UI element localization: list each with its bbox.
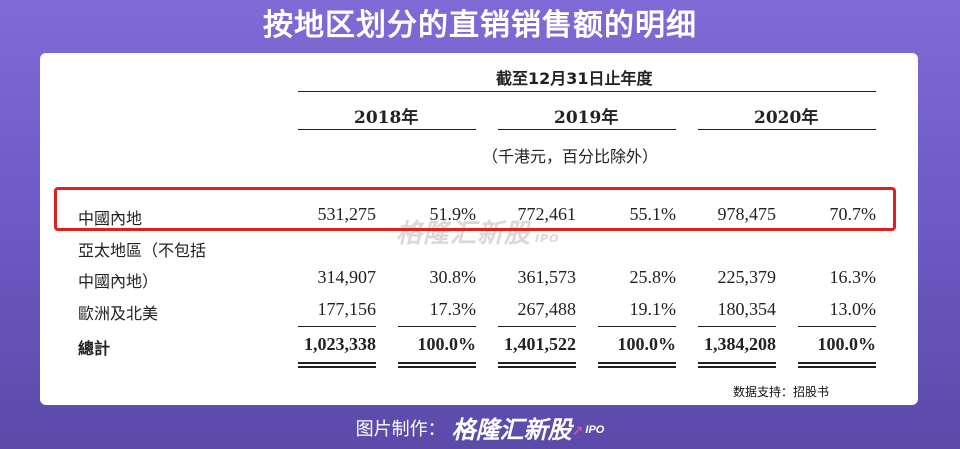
footer: 图片制作： 格隆汇新股↗ IPO: [0, 412, 960, 448]
total-cell: 1,401,522: [504, 334, 576, 354]
watermark-ipo: IPO: [535, 232, 560, 245]
watermark-brand: 格隆汇新股: [396, 219, 532, 249]
row-label: 亞太地區（不包括: [78, 241, 207, 260]
source-note: 数据支持：招股书: [733, 385, 830, 399]
total-cell: 100.0%: [617, 334, 677, 354]
total-double-rule: [398, 362, 476, 368]
period-header: 截至12月31日止年度: [496, 69, 653, 88]
year-header-2019: 2019年: [554, 108, 619, 128]
page-title: 按地区划分的直销销售额的明细: [263, 8, 697, 43]
total-double-rule: [598, 362, 676, 368]
sparkle-icon: ↗: [571, 422, 584, 438]
total-double-rule: [298, 362, 376, 368]
table-cell: 25.8%: [629, 267, 677, 287]
table-cell: 17.3%: [429, 299, 477, 319]
subtotal-rule: [398, 326, 476, 327]
table-cell: 314,907: [317, 267, 377, 287]
table-panel: 截至12月31日止年度 2018年 2019年 2020年 （千港元，百分比除外…: [40, 53, 918, 405]
watermark: 格隆汇新股 IPO: [396, 213, 560, 250]
year-header-2018: 2018年: [354, 108, 419, 128]
subtotal-rule: [798, 326, 876, 327]
total-label: 總計: [78, 339, 111, 358]
subtotal-rule: [498, 326, 576, 327]
table-cell: 16.3%: [829, 267, 877, 287]
highlight-box: [54, 187, 896, 231]
table-cell: 19.1%: [629, 299, 677, 319]
total-double-rule: [498, 362, 576, 368]
header-rule: [298, 91, 876, 92]
table-cell: 772,461: [517, 204, 577, 224]
total-cell: 1,023,338: [304, 334, 376, 354]
table-cell: 30.8%: [429, 267, 477, 287]
table-cell: 531,275: [317, 204, 377, 224]
unit-note: （千港元，百分比除外）: [482, 147, 659, 166]
row-label: 中國內地: [78, 209, 143, 228]
table-cell: 13.0%: [829, 299, 877, 319]
year-rule-2020: [698, 129, 876, 130]
footer-ipo: IPO: [585, 424, 605, 437]
footer-brand: 格隆汇新股: [451, 416, 572, 444]
subtotal-rule: [598, 326, 676, 327]
total-cell: 1,384,208: [704, 334, 776, 354]
table-cell: 70.7%: [829, 204, 877, 224]
table-cell: 978,475: [717, 204, 777, 224]
table-cell: 177,156: [317, 299, 377, 319]
table-cell: 180,354: [717, 299, 777, 319]
table-cell: 267,488: [517, 299, 577, 319]
subtotal-rule: [698, 326, 776, 327]
total-double-rule: [798, 362, 876, 368]
table-cell: 55.1%: [629, 204, 677, 224]
total-double-rule: [698, 362, 776, 368]
row-label: 歐洲及北美: [78, 304, 159, 323]
footer-label: 图片制作：: [355, 419, 446, 440]
total-cell: 100.0%: [417, 334, 477, 354]
table-cell: 361,573: [517, 267, 577, 287]
row-label: 中國內地）: [78, 272, 159, 291]
year-rule-2019: [498, 129, 676, 130]
total-cell: 100.0%: [817, 334, 877, 354]
year-rule-2018: [298, 129, 476, 130]
table-cell: 51.9%: [429, 204, 477, 224]
year-header-2020: 2020年: [754, 108, 819, 128]
table-cell: 225,379: [717, 267, 777, 287]
subtotal-rule: [298, 326, 376, 327]
